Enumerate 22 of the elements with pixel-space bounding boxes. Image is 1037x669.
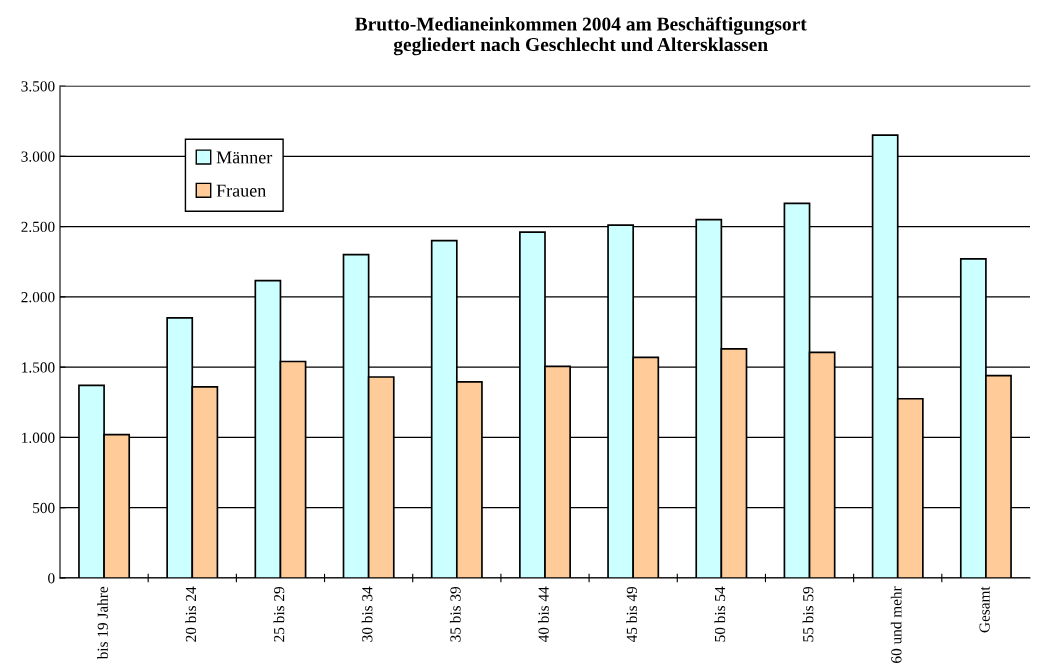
y-tick-label: 500 (33, 502, 55, 514)
x-tick-label: 40 bis 44 (538, 586, 549, 643)
chart-title: Brutto-Medianeinkommen 2004 am Beschäftigungsort gegliedert nach Geschlecht und Altersklassen (355, 16, 807, 56)
x-tick-label: 30 bis 34 (361, 586, 373, 642)
x-tick-label: 60 und mehr (890, 586, 902, 663)
y-tick-label: 3.500 (21, 81, 55, 92)
legend-label: Männer (216, 151, 273, 164)
y-tick-label: 2.000 (21, 292, 55, 303)
y-tick-label: 1.000 (22, 432, 55, 443)
y-tick-label: 0 (48, 573, 55, 584)
x-tick-label: 35 bis 39 (449, 586, 461, 642)
x-tick-label: 55 bis 59 (802, 586, 814, 642)
x-tick-label: 20 bis 24 (185, 586, 197, 642)
x-tick-label: bis 19 Jahre (97, 586, 108, 660)
x-tick-label: 25 bis 29 (273, 586, 285, 642)
x-tick-label: 45 bis 49 (626, 586, 638, 643)
y-tick-label: 3.000 (21, 151, 55, 162)
x-tick-label: 50 bis 54 (714, 586, 726, 642)
y-tick-label: 2.500 (21, 221, 55, 233)
x-tick-label: Gesamt (979, 586, 990, 633)
legend-label: Frauen (216, 184, 266, 197)
y-tick-label: 1.500 (22, 362, 55, 373)
